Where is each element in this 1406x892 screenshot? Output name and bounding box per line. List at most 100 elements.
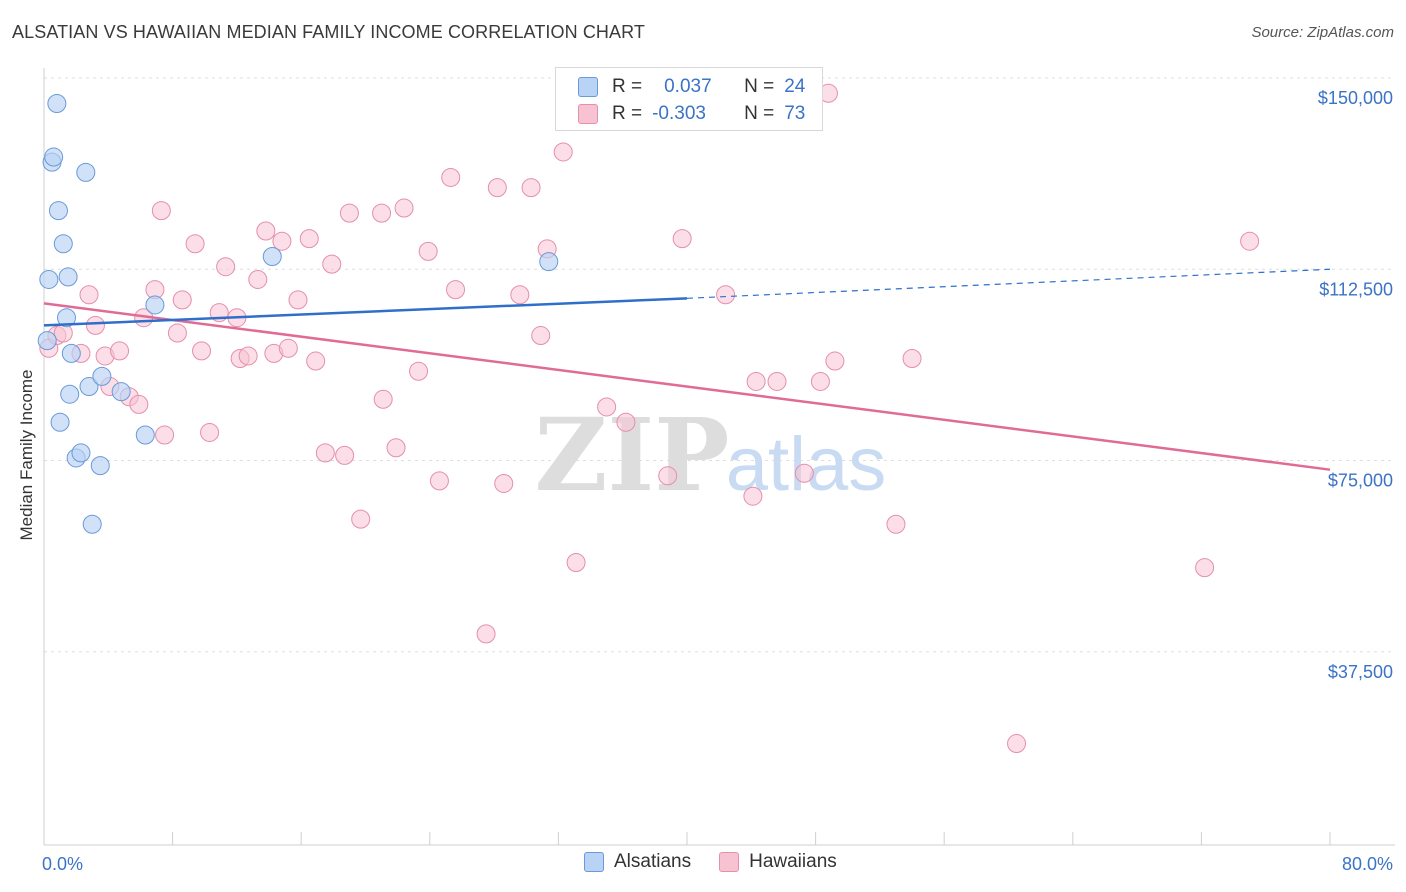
alsatian-point-10: [60, 384, 80, 404]
hawaiian-point-32: [306, 351, 326, 371]
hawaiians-legend-label: Hawaiians: [749, 851, 837, 872]
hawaiian-point-39: [373, 389, 393, 409]
y-tick-label-0: $150,000: [1318, 88, 1393, 108]
alsatian-point-15: [79, 377, 99, 397]
hawaiian-point-54: [553, 142, 573, 162]
hawaiian-point-25: [248, 269, 268, 289]
source-label: Source: ZipAtlas.com: [1251, 24, 1394, 41]
hawaiian-point-35: [335, 445, 355, 465]
legend-item-alsatians: Alsatians: [584, 851, 691, 873]
alsatian-point-5: [48, 201, 68, 221]
series-legend: Alsatians Hawaiians: [584, 851, 865, 873]
legend-row-alsatian: R = 0.037 N = 24: [578, 75, 805, 99]
alsatian-point-21: [145, 295, 165, 315]
hawaiian-point-65: [810, 371, 830, 391]
hawaiian-point-30: [288, 290, 308, 310]
gridlines: [44, 77, 1395, 653]
hawaiian-point-59: [672, 229, 692, 249]
hawaiian-trend-line: [43, 302, 1331, 471]
hawaiian-r-value: -0.303: [652, 103, 706, 124]
hawaiian-point-72: [1240, 231, 1260, 251]
hawaiian-point-18: [192, 341, 212, 361]
legend-item-hawaiians: Hawaiians: [719, 851, 837, 873]
x-tick-label-min: 0.0%: [42, 854, 83, 874]
alsatian-point-1: [39, 269, 59, 289]
hawaiian-point-33: [315, 443, 335, 463]
hawaiian-point-45: [441, 167, 461, 187]
y-axis-label: Median Family Income: [17, 369, 36, 540]
hawaiian-n-label: N =: [744, 103, 775, 124]
hawaiian-point-56: [597, 397, 617, 417]
hawaiian-point-37: [351, 509, 371, 529]
hawaiian-point-57: [616, 412, 636, 432]
alsatian-point-7: [53, 234, 73, 254]
hawaiian-point-4: [79, 285, 99, 305]
hawaiian-point-29: [278, 338, 298, 358]
alsatian-point-14: [76, 162, 96, 182]
hawaiian-point-63: [767, 371, 787, 391]
hawaiian-point-15: [167, 323, 187, 343]
hawaiian-point-48: [487, 178, 507, 198]
alsatian-point-22: [262, 247, 282, 266]
alsatian-point-16: [82, 514, 102, 534]
y-tick-labels: $150,000 $112,500 $75,000 $37,500: [1318, 88, 1393, 682]
alsatian-point-11: [61, 343, 81, 363]
hawaiian-point-19: [200, 422, 220, 442]
watermark: ZIP atlas: [535, 396, 887, 514]
y-tick-label-1: $112,500: [1319, 279, 1393, 299]
hawaiian-point-58: [658, 466, 678, 486]
chart-title: ALSATIAN VS HAWAIIAN MEDIAN FAMILY INCOM…: [12, 22, 645, 42]
watermark-zip: ZIP: [535, 396, 730, 514]
alsatian-trend-line: [43, 297, 688, 327]
alsatian-point-17: [90, 456, 110, 476]
hawaiian-point-55: [566, 553, 586, 572]
hawaiian-point-62: [746, 371, 766, 391]
alsatian-point-19: [111, 382, 131, 402]
x-tick-label-max: 80.0%: [1342, 854, 1393, 874]
legend-row-hawaiian: R = -0.303 N = 73: [578, 102, 805, 126]
hawaiian-point-17: [185, 234, 205, 254]
hawaiian-point-42: [409, 361, 429, 381]
hawaiian-point-21: [216, 257, 236, 277]
hawaiian-point-2: [53, 323, 73, 343]
axes: [43, 68, 1395, 846]
alsatians-legend-label: Alsatians: [614, 851, 692, 872]
hawaiian-r-label: R =: [612, 103, 643, 124]
hawaiian-point-60: [716, 285, 736, 305]
alsatian-points: [37, 94, 559, 534]
correlation-legend: R = 0.037 N = 24 R = -0.303 N = 73: [555, 67, 823, 131]
hawaiian-point-68: [886, 514, 906, 534]
hawaiian-point-8: [110, 341, 130, 361]
hawaiian-point-26: [256, 221, 276, 241]
alsatian-n-value: 24: [784, 76, 806, 97]
alsatian-point-9: [58, 267, 78, 287]
hawaiian-points: [39, 83, 1260, 754]
hawaiian-point-50: [510, 285, 530, 305]
hawaiian-point-40: [386, 438, 406, 458]
alsatians-legend-swatch: [584, 852, 604, 872]
alsatian-trend-extension: [686, 268, 1331, 299]
hawaiian-point-64: [794, 463, 814, 483]
alsatian-r-value: 0.037: [664, 76, 712, 97]
hawaiian-point-16: [172, 290, 192, 310]
hawaiian-point-51: [521, 178, 541, 198]
hawaiian-point-67: [825, 351, 845, 371]
alsatian-point-23: [539, 252, 559, 272]
alsatian-point-18: [92, 366, 112, 386]
alsatian-point-0: [37, 331, 57, 351]
hawaiian-point-44: [429, 471, 449, 491]
alsatian-point-13: [71, 443, 91, 463]
alsatian-point-6: [50, 412, 70, 432]
hawaiian-point-46: [446, 280, 466, 300]
hawaiian-swatch: [578, 104, 598, 124]
trend-lines: [43, 268, 1331, 471]
alsatian-point-4: [47, 94, 67, 113]
hawaiian-point-47: [476, 624, 496, 644]
hawaiian-point-13: [151, 201, 171, 221]
alsatian-point-3: [44, 147, 64, 167]
hawaiian-point-61: [743, 486, 763, 506]
y-tick-label-2: $75,000: [1328, 471, 1393, 491]
hawaiian-n-value: 73: [784, 103, 806, 124]
hawaiian-point-69: [902, 349, 922, 368]
hawaiian-point-52: [531, 326, 551, 346]
